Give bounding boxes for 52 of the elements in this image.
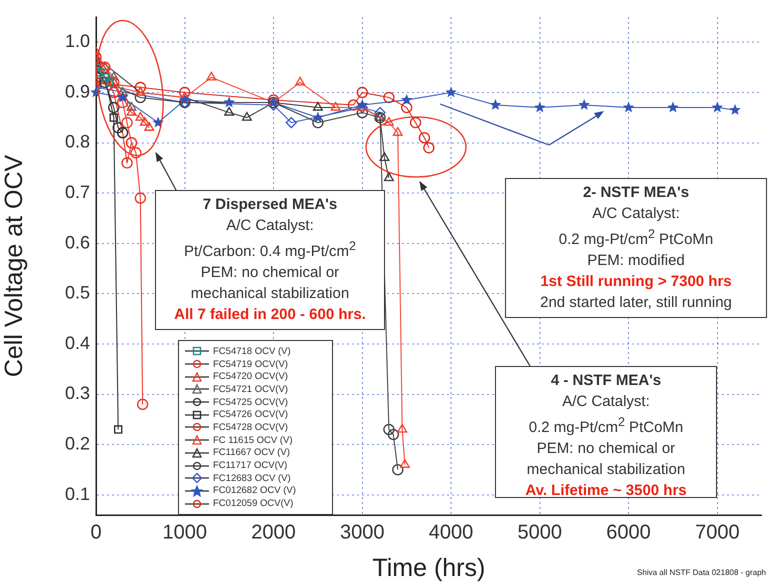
legend-label: FC012682 OCV (V) bbox=[213, 485, 296, 496]
y-tick-label: 0.2 bbox=[64, 434, 90, 454]
legend-label: FC012059 OCV(V) bbox=[213, 498, 294, 510]
y-tick-label: 0.6 bbox=[64, 232, 90, 252]
annotation: 0.2 mg-Pt/cm$^{2}$ PtCoMn bbox=[558, 226, 714, 250]
legend-label: FC11667 OCV (V) bbox=[213, 447, 290, 458]
x-tick-label: 3000 bbox=[340, 522, 385, 544]
legend-label: FC11717 OCV(V) bbox=[213, 460, 288, 472]
y-tick-label: 0.4 bbox=[64, 332, 90, 353]
annotation: 2nd started later, still running bbox=[539, 293, 733, 313]
legend-label: FC54718 OCV (V) bbox=[213, 346, 291, 357]
x-tick-label: 4000 bbox=[428, 522, 474, 544]
annotation: Pt/Carbon: 0.4 mg-Pt/cm$^{2}$ bbox=[182, 238, 357, 262]
annotation: 7 Dispersed MEA's bbox=[202, 195, 338, 215]
annotation: mechanical stabilization bbox=[190, 284, 350, 304]
y-tick-label: 0.7 bbox=[64, 182, 90, 202]
legend-label: FC54720 OCV(V) bbox=[213, 371, 288, 382]
annotation: All 7 failed in 200 - 600 hrs. bbox=[173, 305, 367, 325]
x-tick-label: 2000 bbox=[251, 522, 296, 544]
y-tick-label: 0.3 bbox=[64, 383, 90, 404]
annotation: Av. Lifetime ~ 3500 hrs bbox=[524, 481, 688, 501]
annotation: 2- NSTF MEA's bbox=[582, 183, 690, 203]
legend-label: FC54721 OCV(V) bbox=[213, 384, 288, 395]
y-tick-label: 0.1 bbox=[64, 484, 90, 504]
annotation: PEM: no chemical or bbox=[200, 263, 340, 283]
annotation: 1st Still running > 7300 hrs bbox=[539, 272, 733, 292]
legend-label: FC12683 OCV (V) bbox=[213, 472, 291, 484]
y-tick-label: 0.5 bbox=[64, 282, 90, 303]
x-axis-title: Time (hrs) bbox=[372, 554, 486, 582]
legend-label: FC54725 OCV(V) bbox=[213, 396, 288, 408]
text: Shiva all NSTF Data 021808 - graph bbox=[637, 568, 766, 577]
y-tick-label: 0.8 bbox=[64, 132, 90, 152]
x-tick-label: 1000 bbox=[162, 522, 208, 544]
x-tick-label: 0 bbox=[90, 522, 102, 544]
annotation: mechanical stabilization bbox=[526, 460, 686, 480]
annotation: A/C Catalyst: bbox=[561, 392, 651, 412]
annotation: PEM: no chemical or bbox=[536, 439, 676, 459]
x-tick-label: 5000 bbox=[518, 522, 562, 544]
legend-label: FC54719 OCV(V) bbox=[213, 358, 288, 370]
legend-label: FC54726 OCV(V) bbox=[213, 409, 288, 420]
annotation: PEM: modified bbox=[586, 251, 686, 271]
annotation: 4 - NSTF MEA's bbox=[550, 371, 662, 391]
legend-label: FC 11615 OCV (V) bbox=[213, 434, 293, 446]
x-tick-label: 7000 bbox=[695, 522, 740, 544]
legend-label: FC54728 OCV(V) bbox=[213, 422, 288, 433]
y-tick-label: 1.0 bbox=[64, 31, 90, 52]
y-tick-label: 0.9 bbox=[64, 81, 90, 102]
annotation: 0.2 mg-Pt/cm$^{2}$ PtCoMn bbox=[528, 414, 684, 438]
y-axis-title: Cell Voltage at OCV bbox=[0, 154, 28, 378]
annotation: A/C Catalyst: bbox=[225, 216, 315, 236]
annotation: A/C Catalyst: bbox=[591, 204, 681, 224]
x-tick-label: 6000 bbox=[606, 522, 651, 544]
